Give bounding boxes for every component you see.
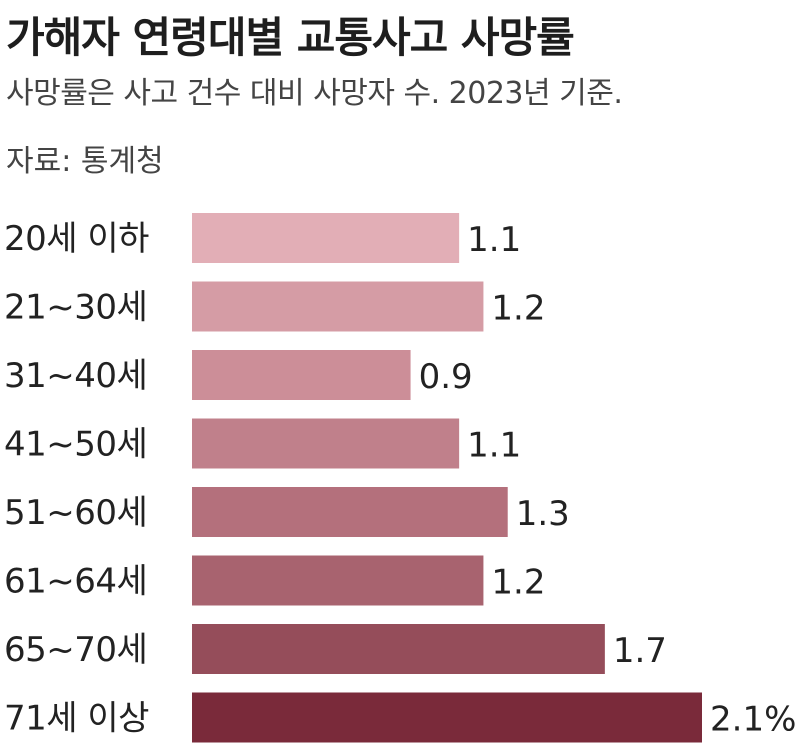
value-label: 1.3 — [516, 494, 570, 534]
value-label: 1.2 — [491, 289, 545, 329]
category-label: 51~60세 — [4, 493, 147, 533]
value-label: 2.1% — [710, 700, 796, 740]
bar — [192, 487, 508, 537]
category-label: 20세 이하 — [4, 219, 149, 259]
category-label: 41~50세 — [4, 425, 147, 465]
bar — [192, 418, 460, 469]
chart-title: 가해자 연령대별 교통사고 사망률 — [6, 13, 575, 62]
value-label: 1.1 — [467, 426, 521, 466]
chart-subtitle: 사망률은 사고 건수 대비 사망자 수. 2023년 기준. — [6, 76, 623, 111]
category-label: 61~64세 — [4, 562, 147, 602]
chart-source: 자료: 통계청 — [6, 144, 164, 179]
category-label: 31~40세 — [4, 356, 147, 396]
category-label: 21~30세 — [4, 288, 147, 328]
category-label: 65~70세 — [4, 630, 147, 670]
value-label: 1.2 — [491, 563, 545, 603]
bar — [192, 213, 460, 263]
value-label: 1.1 — [467, 220, 521, 260]
bar — [192, 350, 411, 400]
bar — [192, 624, 605, 674]
value-label: 0.9 — [419, 357, 473, 397]
bar — [192, 281, 484, 332]
bar — [192, 555, 484, 606]
category-label: 71세 이상 — [4, 699, 149, 739]
bar — [192, 692, 702, 743]
value-label: 1.7 — [613, 631, 667, 671]
